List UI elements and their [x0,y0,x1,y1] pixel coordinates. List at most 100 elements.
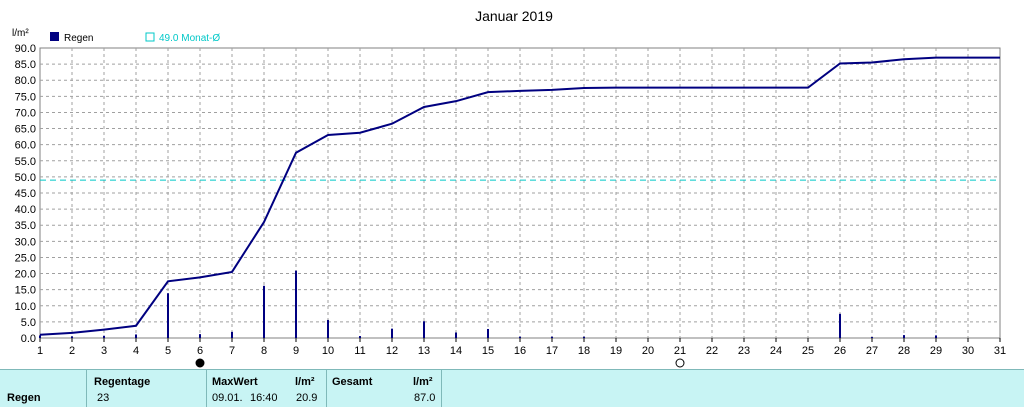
column-separator [206,370,207,407]
rain-bar [903,335,905,338]
new-moon-icon [195,358,205,368]
column-separator [441,370,442,407]
rain-bar [167,293,169,338]
rain-bar [199,334,201,338]
regentage-value: 23 [97,392,110,404]
maxwert-value: 20.9 [296,392,318,404]
row-label: Regen [7,392,41,404]
rain-bar [455,332,457,338]
rain-bar [583,336,585,338]
maxwert-date: 09.01. [212,392,243,404]
rain-bar [391,328,393,338]
gesamt-value: 87.0 [414,392,436,404]
maxwert-unit: l/m² [295,376,315,388]
x-tick-label: 7 [229,345,235,357]
x-tick-label: 26 [834,345,846,357]
y-tick-label: 45.0 [15,188,36,200]
daily-rain-bars [39,270,937,338]
x-tick-label: 23 [738,345,750,357]
x-tick-label: 25 [802,345,814,357]
rain-bar [935,335,937,338]
y-tick-label: 10.0 [15,301,36,313]
x-tick-label: 3 [101,345,107,357]
legend-average-label: 49.0 Monat-Ø [159,33,220,44]
maxwert-time: 16:40 [250,392,278,404]
y-tick-label: 70.0 [15,107,36,119]
regentage-header: Regentage [94,376,151,388]
rain-bar [327,319,329,338]
gesamt-unit: l/m² [413,376,433,388]
y-tick-label: 35.0 [15,220,36,232]
x-tick-label: 2 [69,345,75,357]
x-tick-label: 8 [261,345,267,357]
y-tick-labels: 0.0 5.0 10.0 15.0 20.0 25.0 30.0 35.0 40.0 45.0 50… [15,43,36,345]
rain-bar [295,270,297,338]
x-tick-label: 16 [514,345,526,357]
x-tick-label: 29 [930,345,942,357]
column-separator [326,370,327,407]
grid [39,48,1001,342]
y-tick-label: 90.0 [15,43,36,55]
x-tick-label: 19 [610,345,622,357]
x-tick-labels: 1 2 3 4 5 6 7 8 9 10 11 12 13 14 15 16 17 18 19 20 21 22 23 24 2… [37,345,1006,357]
cumulative-line [39,56,1000,336]
x-tick-label: 27 [866,345,878,357]
y-tick-label: 40.0 [15,204,36,216]
x-tick-label: 1 [37,345,43,357]
y-axis-label: l/m² [12,28,29,39]
rain-bar [103,335,105,338]
rain-bar [231,331,233,338]
column-separator [86,370,87,407]
legend-rain-label: Regen [64,33,93,44]
rain-bar [71,336,73,338]
y-tick-label: 25.0 [15,252,36,264]
x-tick-label: 24 [770,345,782,357]
rain-bar [39,335,41,338]
rain-bar [135,334,137,338]
x-tick-label: 5 [165,345,171,357]
y-tick-label: 20.0 [15,269,36,281]
rain-bar [423,321,425,338]
y-tick-label: 15.0 [15,285,36,297]
x-tick-label: 4 [133,345,139,357]
rain-bar [263,285,265,338]
legend: Regen 49.0 Monat-Ø [50,32,220,44]
y-tick-label: 0.0 [21,333,36,345]
rain-bar [519,336,521,338]
rain-bar [871,337,873,338]
legend-rain-swatch [50,32,59,41]
y-tick-label: 50.0 [15,172,36,184]
x-tick-label: 21 [674,345,686,357]
y-tick-label: 75.0 [15,91,36,103]
cumulative-rain-line [39,56,1000,336]
full-moon-icon [675,358,685,368]
rain-bar [359,336,361,338]
x-tick-label: 10 [322,345,334,357]
x-tick-label: 13 [418,345,430,357]
y-tick-label: 80.0 [15,75,36,87]
chart-title: Januar 2019 [475,8,553,24]
summary-table: Regen Regentage 23 MaxWert l/m² 09.01. 1… [0,369,1024,407]
x-tick-label: 11 [354,345,365,357]
x-tick-label: 28 [898,345,910,357]
x-tick-label: 30 [962,345,974,357]
y-tick-label: 60.0 [15,140,36,152]
x-tick-label: 20 [642,345,654,357]
x-tick-label: 9 [293,345,299,357]
y-tick-label: 65.0 [15,124,36,136]
legend-average-swatch [145,32,155,42]
x-tick-label: 15 [482,345,494,357]
x-tick-label: 17 [546,345,558,357]
y-tick-label: 55.0 [15,156,36,168]
y-tick-label: 30.0 [15,236,36,248]
rain-chart: Januar 2019 l/m² Regen 49.0 Monat-Ø 0.0 5… [12,8,1006,368]
x-tick-label: 31 [994,345,1006,357]
x-tick-label: 18 [578,345,590,357]
x-tick-label: 6 [197,345,203,357]
y-tick-label: 5.0 [21,317,36,329]
gesamt-header: Gesamt [332,376,373,388]
x-tick-label: 14 [450,345,462,357]
x-tick-label: 22 [706,345,718,357]
y-tick-label: 85.0 [15,59,36,71]
moon-phase-markers [195,358,685,368]
